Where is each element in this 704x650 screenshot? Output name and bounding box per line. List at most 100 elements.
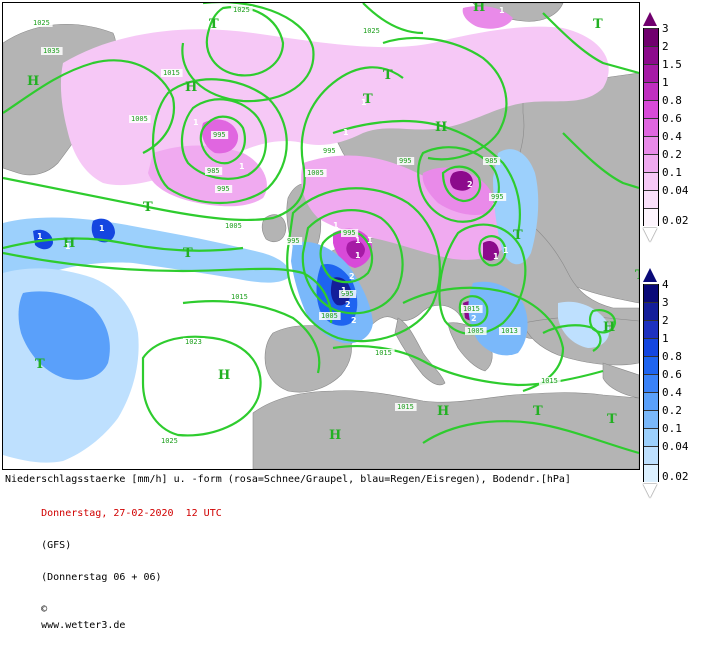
high-pressure-center: H — [63, 236, 75, 251]
snow-area-north — [60, 26, 609, 186]
low-pressure-center: T — [183, 246, 193, 261]
rain-level-label: 0.02 — [662, 470, 689, 483]
precip-cell-label: 1 — [361, 98, 367, 107]
precip-cell-label: 1 — [333, 221, 339, 230]
isobar-label: 1005 — [467, 327, 484, 335]
rain-level-label: 0.4 — [662, 386, 682, 399]
precip-cell-label: 2 — [467, 180, 473, 189]
copyright-icon: © — [41, 604, 48, 615]
rain-color-step — [644, 428, 658, 446]
rain-color-step — [644, 374, 658, 392]
snow-color-step — [644, 82, 658, 100]
north-africa — [252, 390, 639, 469]
rain-color-step — [644, 356, 658, 374]
italy — [394, 317, 446, 386]
low-pressure-center: T — [363, 92, 373, 107]
snow-color-step — [644, 208, 658, 226]
snow-color-step — [644, 118, 658, 136]
chart-description: Niederschlagsstaerke [mm/h] u. -form (ro… — [5, 474, 571, 485]
rain-color-scale — [643, 284, 659, 482]
low-pressure-center: T — [533, 404, 543, 419]
snow-area-top — [462, 6, 513, 29]
isobar-label: 1023 — [185, 338, 202, 346]
snow-level-label: 0.4 — [662, 130, 682, 143]
isobar-label: 1015 — [163, 69, 180, 77]
snow-level-label: 0.8 — [662, 94, 682, 107]
high-pressure-center: H — [185, 80, 197, 95]
isobar-label: 1015 — [375, 349, 392, 357]
snow-color-scale — [643, 28, 659, 226]
rain-area-east — [493, 149, 539, 265]
isobar-label: 1013 — [501, 327, 518, 335]
snow-level-label: 1.5 — [662, 58, 682, 71]
high-pressure-center: H — [435, 120, 447, 135]
chart-run-info: Donnerstag, 27-02-2020 12 UTC (GFS) (Don… — [5, 490, 222, 650]
rain-level-label: 2 — [662, 314, 669, 327]
precip-cell-label: 2 — [349, 272, 355, 281]
precip-cell-label: 2 — [471, 314, 477, 323]
precip-cell-label: 1 — [239, 162, 245, 171]
snow-core-2 — [450, 171, 473, 191]
snow-color-step — [644, 64, 658, 82]
model-name: (GFS) — [41, 540, 72, 551]
snow-level-label: 3 — [662, 22, 669, 35]
rain-color-step — [644, 284, 658, 302]
high-pressure-center: H — [473, 3, 485, 15]
low-pressure-center: T — [607, 412, 617, 427]
rain-level-label: 0.8 — [662, 350, 682, 363]
middle-east — [602, 362, 639, 399]
snow-level-label: 0.6 — [662, 112, 682, 125]
isobar-label: 985 — [485, 157, 498, 165]
rain-level-label: 1 — [662, 332, 669, 345]
rain-color-step — [644, 464, 658, 482]
low-pressure-center: T — [383, 68, 393, 83]
high-pressure-center: H — [218, 368, 230, 383]
snow-core-3 — [483, 241, 499, 261]
snow-area-east — [422, 167, 494, 215]
isobar-label: 1005 — [225, 222, 242, 230]
snow-color-step — [644, 100, 658, 118]
isobar-label: 1015 — [231, 293, 248, 301]
precip-cell-label: 1 — [499, 6, 505, 15]
isobar-label: 995 — [287, 237, 300, 245]
precip-cell-label: 2 — [345, 300, 351, 309]
precip-cell-label: 1 — [503, 246, 509, 255]
precipitation-map: 1025 1025 1035 1015 1005 995 985 995 995 1005 995 9… — [2, 2, 640, 470]
isobar-label: 995 — [323, 147, 336, 155]
isobar-label: 1035 — [43, 47, 60, 55]
snow-level-label: 1 — [662, 76, 669, 89]
isobar-label: 1015 — [463, 305, 480, 313]
chart-footer: Niederschlagsstaerke [mm/h] u. -form (ro… — [2, 470, 702, 631]
website-link[interactable]: www.wetter3.de — [41, 620, 126, 631]
rain-color-step — [644, 338, 658, 356]
isobar-label: 1005 — [307, 169, 324, 177]
isobar-label: 1005 — [321, 312, 338, 320]
high-pressure-center: H — [437, 404, 449, 419]
isobar-label: 995 — [491, 193, 504, 201]
snow-color-step — [644, 136, 658, 154]
precip-cell-label: 1 — [343, 128, 349, 137]
precip-cell-label: 1 — [355, 236, 361, 245]
snow-level-label: 0.02 — [662, 214, 689, 227]
precip-cell-label: 1 — [355, 251, 361, 260]
isobar-label: 995 — [399, 157, 412, 165]
snow-color-step — [644, 46, 658, 64]
rain-color-step — [644, 392, 658, 410]
isobar-label: 995 — [217, 185, 230, 193]
isobar-label: 1015 — [541, 377, 558, 385]
isobar-label: 995 — [213, 131, 226, 139]
low-pressure-center: T — [143, 200, 153, 215]
rain-legend: 4 3 2 1 0.8 0.6 0.4 0.2 0.1 0.04 0.02 — [643, 268, 703, 498]
isobar-lines — [3, 3, 639, 455]
isobar-label: 1025 — [33, 19, 50, 27]
low-pressure-center: T — [635, 268, 639, 283]
isobar-label: 985 — [207, 167, 220, 175]
precip-cell-label: 1 — [367, 236, 373, 245]
rain-area-atlantic — [3, 217, 290, 285]
snow-level-label: 2 — [662, 40, 669, 53]
high-pressure-center: H — [603, 320, 615, 335]
isobar-label: 995 — [343, 229, 356, 237]
high-pressure-center: H — [27, 74, 39, 89]
high-pressure-center: H — [329, 428, 341, 443]
